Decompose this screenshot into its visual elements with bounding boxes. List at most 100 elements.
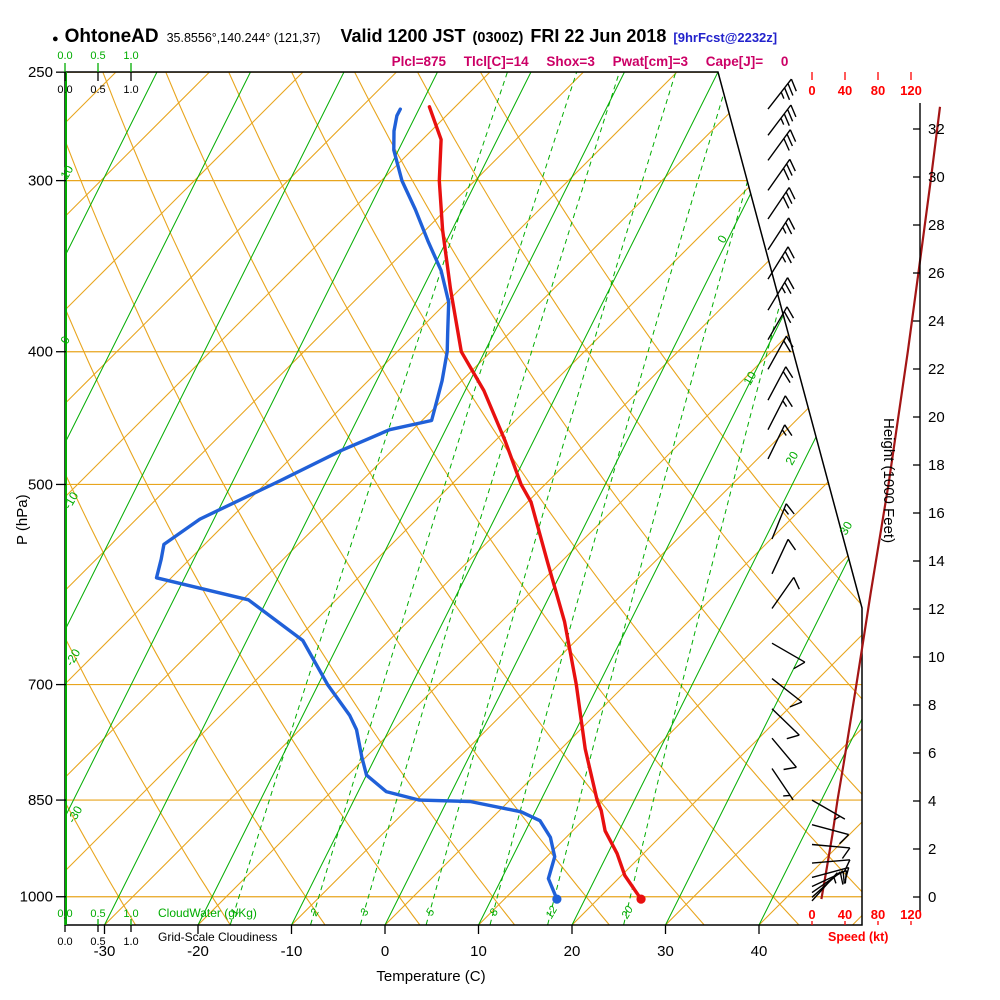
isobars xyxy=(65,72,862,898)
svg-text:22: 22 xyxy=(928,361,945,378)
svg-text:26: 26 xyxy=(928,265,945,282)
svg-text:80: 80 xyxy=(871,907,885,922)
svg-text:40: 40 xyxy=(838,907,852,922)
station-name: OhtoneAD xyxy=(64,26,159,47)
svg-text:5: 5 xyxy=(424,906,438,918)
svg-text:0: 0 xyxy=(928,889,936,906)
svg-text:12: 12 xyxy=(544,904,561,921)
svg-text:18: 18 xyxy=(928,457,945,474)
svg-text:40: 40 xyxy=(838,83,852,98)
svg-text:1000: 1000 xyxy=(20,889,53,906)
svg-text:120: 120 xyxy=(900,907,922,922)
station-bullet-icon: ● xyxy=(52,33,59,45)
isotherm-45-lines xyxy=(65,72,862,925)
speed-axis-label: Speed (kt) xyxy=(828,930,889,944)
background-grid xyxy=(65,72,862,925)
svg-text:0.0: 0.0 xyxy=(57,908,72,920)
svg-text:0.5: 0.5 xyxy=(90,936,105,948)
svg-text:0: 0 xyxy=(714,232,730,245)
svg-text:0.0: 0.0 xyxy=(57,936,72,948)
valid-date: FRI 22 Jun 2018 xyxy=(530,26,667,46)
forecast-tag: [9hrFcst@2232z] xyxy=(673,30,778,45)
svg-text:400: 400 xyxy=(28,344,53,361)
height-axis-title: Height (1000 Feet) xyxy=(880,418,897,544)
svg-text:4: 4 xyxy=(928,793,936,810)
cloud-scale: 0.0 0.0 0.0 0.0 0.5 0.5 0.5 0.5 1.0 1.0 1.0 1.0 xyxy=(57,50,138,948)
svg-text:30: 30 xyxy=(928,169,945,186)
svg-text:10: 10 xyxy=(740,369,759,388)
pressure-axis-title: P (hPa) xyxy=(14,494,31,545)
svg-text:0: 0 xyxy=(381,943,389,960)
svg-text:12: 12 xyxy=(928,601,945,618)
cloudiness-axis-label: Grid-Scale Cloudiness xyxy=(158,930,278,944)
green-isotherm-lines xyxy=(65,72,862,925)
svg-text:-10: -10 xyxy=(60,489,81,511)
svg-text:2: 2 xyxy=(928,841,936,858)
svg-text:20: 20 xyxy=(564,943,581,960)
svg-text:20: 20 xyxy=(782,449,801,468)
speed-scale: 0 0 40 40 80 80 120 120 xyxy=(808,72,922,925)
svg-text:1.0: 1.0 xyxy=(123,84,138,96)
svg-text:10: 10 xyxy=(57,163,76,182)
svg-text:250: 250 xyxy=(28,64,53,81)
svg-text:28: 28 xyxy=(928,217,945,234)
sounding-parameters: Plcl=875 Tlcl[C]=14 Shox=3 Pwat[cm]=3 Ca… xyxy=(391,54,789,69)
svg-text:0.0: 0.0 xyxy=(57,50,72,62)
svg-text:30: 30 xyxy=(836,519,855,538)
surface-dewpoint-dot xyxy=(552,894,562,904)
svg-text:120: 120 xyxy=(900,83,922,98)
svg-text:-30: -30 xyxy=(94,943,116,960)
svg-text:80: 80 xyxy=(871,83,885,98)
dry-adiabat-lines xyxy=(65,72,862,925)
cloudwater-axis-label: CloudWater (g/Kg) xyxy=(158,906,257,920)
station-coords: 35.8556°,140.244° (121,37) xyxy=(166,31,321,45)
svg-text:-10: -10 xyxy=(281,943,303,960)
svg-text:0.5: 0.5 xyxy=(90,50,105,62)
valid-time-z: (0300Z) xyxy=(472,30,524,46)
svg-text:1.0: 1.0 xyxy=(123,908,138,920)
svg-text:30: 30 xyxy=(657,943,674,960)
header: ● OhtoneAD 35.8556°,140.244° (121,37) Va… xyxy=(52,26,777,48)
svg-text:10: 10 xyxy=(470,943,487,960)
svg-text:8: 8 xyxy=(928,697,936,714)
svg-text:14: 14 xyxy=(928,553,945,570)
temperature-axis-title: Temperature (C) xyxy=(376,968,486,985)
svg-text:1.0: 1.0 xyxy=(123,936,138,948)
dewpoint-curve xyxy=(154,107,559,901)
svg-text:40: 40 xyxy=(751,943,768,960)
svg-text:-20: -20 xyxy=(187,943,209,960)
surface-temp-dot xyxy=(636,894,646,904)
svg-text:0.5: 0.5 xyxy=(90,908,105,920)
svg-text:850: 850 xyxy=(28,792,53,809)
svg-text:3: 3 xyxy=(358,906,372,918)
svg-text:1.0: 1.0 xyxy=(123,50,138,62)
wind-barbs xyxy=(767,78,851,902)
svg-text:700: 700 xyxy=(28,677,53,694)
svg-text:0: 0 xyxy=(808,83,815,98)
mixing-ratio-lines xyxy=(229,72,845,925)
svg-text:16: 16 xyxy=(928,505,945,522)
svg-text:10: 10 xyxy=(928,649,945,666)
svg-text:20: 20 xyxy=(619,903,636,921)
pressure-axis-labels: 250 300 400 500 700 850 1000 xyxy=(20,64,66,906)
svg-text:20: 20 xyxy=(928,409,945,426)
temperature-axis-labels: -30 -20 -10 0 10 20 30 40 xyxy=(94,925,768,960)
svg-text:0.0: 0.0 xyxy=(57,84,72,96)
svg-text:24: 24 xyxy=(928,313,945,330)
svg-text:0.5: 0.5 xyxy=(90,84,105,96)
valid-time: Valid 1200 JST xyxy=(340,26,466,46)
svg-text:500: 500 xyxy=(28,476,53,493)
svg-text:8: 8 xyxy=(488,906,502,918)
surface-dots xyxy=(552,894,646,904)
svg-text:1: 1 xyxy=(228,907,241,918)
svg-text:6: 6 xyxy=(928,745,936,762)
temperature-curve xyxy=(427,105,643,901)
svg-text:300: 300 xyxy=(28,173,53,190)
svg-text:0: 0 xyxy=(808,907,815,922)
plot-frame xyxy=(64,71,863,926)
mixing-ratio-labels: 1 2 3 5 8 12 20 xyxy=(228,903,636,921)
svg-text:32: 32 xyxy=(928,121,945,138)
